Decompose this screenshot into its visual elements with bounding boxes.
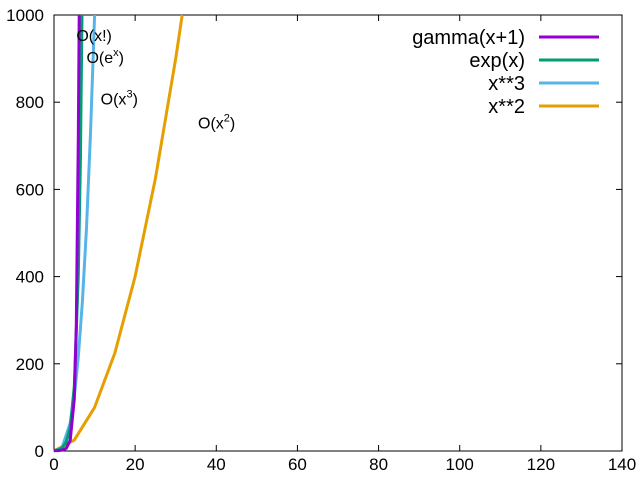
y-tick-label: 400 (16, 268, 44, 287)
growth-annotations: O(x!) O(ex) O(x3) O(x2) (76, 28, 235, 132)
series-lines (53, 14, 184, 453)
x-tick-label: 80 (369, 455, 388, 474)
legend-label: x**2 (488, 96, 525, 118)
legend: gamma(x+1)exp(x)x**3x**2 (412, 27, 599, 118)
series-line-x-2 (53, 14, 184, 453)
growth-annotation: O(x3) (101, 88, 138, 108)
x-tick-label: 40 (207, 455, 226, 474)
legend-label: x**3 (488, 73, 525, 95)
growth-annotation: O(ex) (86, 47, 124, 67)
y-tick-label: 1000 (6, 6, 44, 25)
plot-frame (53, 14, 623, 452)
x-tick-label: 100 (446, 455, 474, 474)
series-line-x-3 (53, 14, 97, 453)
x-tick-label: 120 (527, 455, 555, 474)
y-tick-label: 0 (35, 442, 44, 461)
series-line-gamma-x-1 (54, 14, 81, 453)
legend-label: gamma(x+1) (412, 27, 525, 49)
growth-annotation: O(x2) (198, 112, 235, 132)
growth-annotation: O(x!) (76, 28, 112, 45)
y-axis-ticks: 0 200 400 600 800 1000 (6, 6, 622, 461)
x-tick-label: 20 (126, 455, 145, 474)
y-tick-label: 800 (16, 93, 44, 112)
plot-border (53, 14, 623, 452)
x-axis-ticks: 0 20 40 60 80 100 120 140 (49, 15, 636, 474)
x-tick-label: 60 (288, 455, 307, 474)
legend-label: exp(x) (469, 50, 525, 72)
x-tick-label: 0 (49, 455, 58, 474)
x-tick-label: 140 (608, 455, 636, 474)
y-tick-label: 600 (16, 180, 44, 199)
y-tick-label: 200 (16, 355, 44, 374)
